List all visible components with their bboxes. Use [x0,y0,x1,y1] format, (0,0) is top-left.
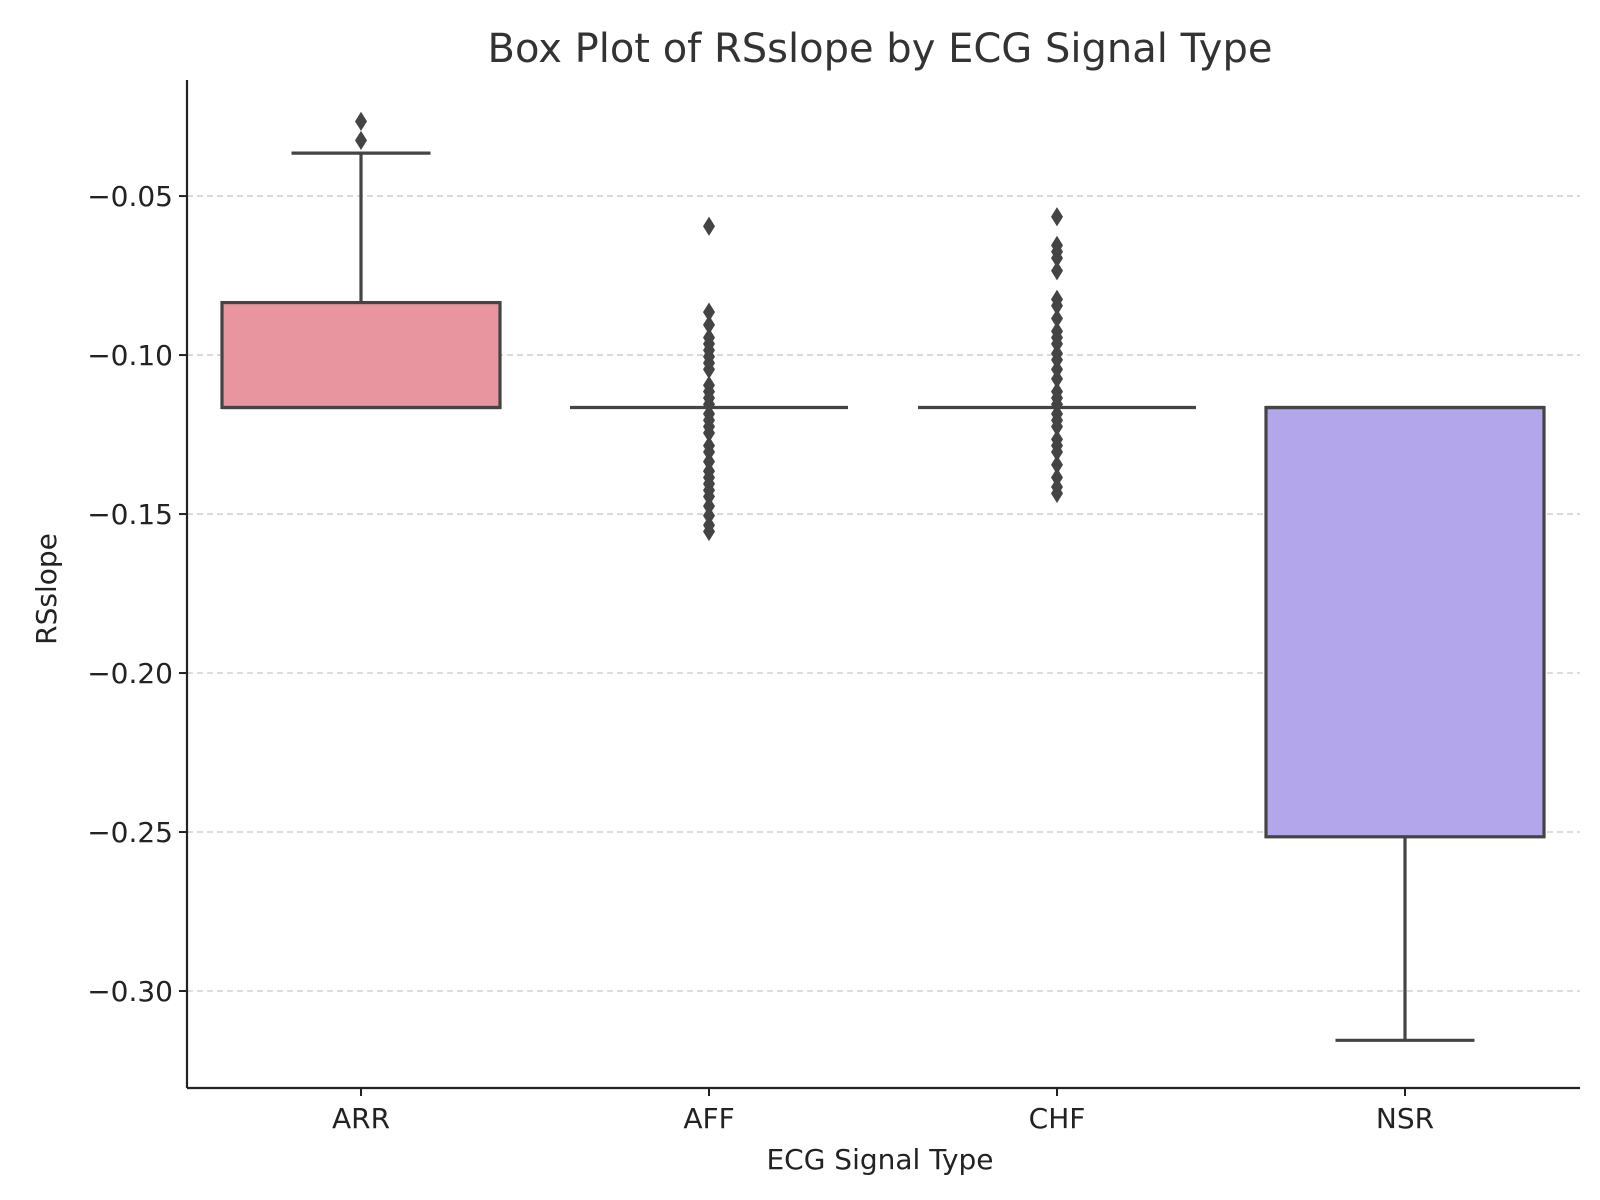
outlier-point [355,130,367,151]
box-group-nsr [1264,405,1546,1042]
box-group-arr [220,111,502,410]
y-tick-label: −0.30 [87,975,173,1008]
outlier-point [1051,416,1063,437]
outlier-point [1051,483,1063,503]
box-layer [220,111,1546,1042]
outlier-point [1051,261,1063,281]
box-group-aff [570,216,848,542]
y-axis-title: RSslope [30,533,63,645]
outlier-point [355,111,367,131]
outlier-point [703,302,715,322]
box-group-chf [918,207,1196,503]
outlier-point [703,315,715,335]
outlier-point [1051,296,1063,316]
outlier-point [1051,207,1063,227]
iqr-box [220,300,502,410]
outlier-point [703,359,715,379]
chart-title: Box Plot of RSslope by ECG Signal Type [488,26,1273,72]
x-axis-title: ECG Signal Type [766,1143,993,1176]
x-tick-label: AFF [683,1102,734,1135]
outlier-point [1051,442,1063,462]
outlier-point [1051,455,1063,475]
y-tick-label: −0.15 [87,498,173,531]
x-tick-label: ARR [332,1102,390,1135]
outlier-point [703,423,715,443]
x-tick-label: NSR [1376,1102,1434,1135]
outlier-point [1051,248,1063,268]
outlier-point [703,521,715,542]
y-tick-label: −0.10 [87,339,173,372]
outlier-point [703,216,715,236]
y-tick-label: −0.20 [87,657,173,690]
y-tick-label: −0.25 [87,816,173,849]
outlier-point [1051,369,1063,389]
y-tick-label: −0.05 [87,180,173,213]
x-tick-label: CHF [1029,1102,1086,1135]
outlier-point [1051,308,1063,329]
iqr-box [1264,405,1546,839]
axis-layer: −0.05 −0.10 −0.15 −0.20 −0.25 −0.30 ARR AFF CHF N… [87,80,1580,1135]
